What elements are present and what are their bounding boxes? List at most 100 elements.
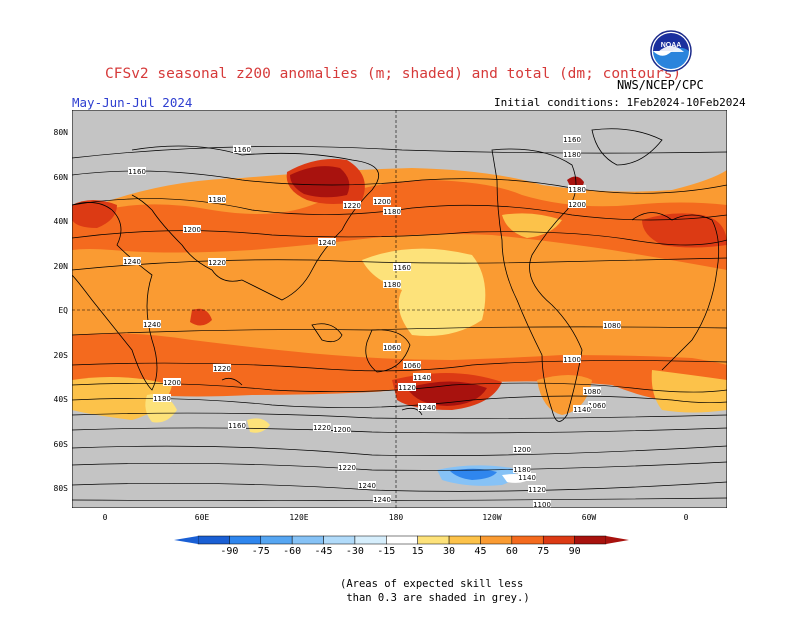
svg-text:1100: 1100 xyxy=(533,501,551,508)
contour-label: 1060 xyxy=(403,361,421,370)
skill-footnote: (Areas of expected skill less than 0.3 a… xyxy=(340,577,530,605)
lat-label: 60N xyxy=(53,173,68,182)
colorbar-swatch xyxy=(323,535,356,545)
svg-text:1240: 1240 xyxy=(123,258,141,266)
contour-label: 1160 xyxy=(233,145,251,154)
logo-text: NOAA xyxy=(661,42,682,49)
contour-label: 1080 xyxy=(603,321,621,330)
svg-text:1240: 1240 xyxy=(358,482,376,490)
colorbar-label: -30 xyxy=(345,546,364,557)
contour-label: 1180 xyxy=(383,280,401,289)
contour-label: 1220 xyxy=(313,423,331,432)
svg-text:1140: 1140 xyxy=(518,474,536,482)
coastlines xyxy=(72,128,720,422)
contour-label: 1240 xyxy=(373,495,391,504)
colorbar-swatch xyxy=(197,535,230,545)
contour-label: 1100 xyxy=(533,500,551,508)
lon-label: 0 xyxy=(102,513,108,522)
lat-label: 40N xyxy=(53,217,68,226)
contour-label: 1240 xyxy=(123,257,141,266)
svg-text:1240: 1240 xyxy=(318,239,336,247)
lat-label: 40S xyxy=(53,395,68,404)
svg-text:1220: 1220 xyxy=(343,202,361,210)
contour-label: 1220 xyxy=(343,201,361,210)
colorbar-label: -60 xyxy=(283,546,302,557)
svg-text:1160: 1160 xyxy=(228,422,246,430)
anomaly-colorbar xyxy=(174,535,629,545)
colorbar-label: -75 xyxy=(251,546,270,557)
contour-label: 1160 xyxy=(563,135,581,144)
svg-text:1200: 1200 xyxy=(373,198,391,206)
svg-text:1180: 1180 xyxy=(383,208,401,216)
svg-text:1100: 1100 xyxy=(563,356,581,364)
svg-text:1220: 1220 xyxy=(313,424,331,432)
contour-label: 1160 xyxy=(228,421,246,430)
contour-label: 1120 xyxy=(528,485,546,494)
lat-label: 60S xyxy=(53,440,68,449)
colorbar-label: -45 xyxy=(314,546,333,557)
lat-label: EQ xyxy=(58,306,68,315)
contour-label: 1080 xyxy=(583,387,601,396)
contour-label: 1140 xyxy=(518,473,536,482)
svg-text:1180: 1180 xyxy=(513,466,531,474)
height-contours xyxy=(72,146,727,502)
season-label: May-Jun-Jul 2024 xyxy=(72,95,193,110)
lon-label: 180 xyxy=(388,513,404,522)
lat-label: 80N xyxy=(53,128,68,137)
contour-label: 1240 xyxy=(318,238,336,247)
contour-label: 1180 xyxy=(208,195,226,204)
colorbar-label: 75 xyxy=(537,546,550,557)
contour-label: 1180 xyxy=(563,150,581,159)
svg-text:1160: 1160 xyxy=(563,136,581,144)
contour-label: 1180 xyxy=(568,185,586,194)
colorbar-swatch xyxy=(386,535,418,545)
svg-text:1180: 1180 xyxy=(563,151,581,159)
svg-text:1080: 1080 xyxy=(583,388,601,396)
svg-text:1160: 1160 xyxy=(233,146,251,154)
colorbar-label: 30 xyxy=(443,546,456,557)
footnote-line-1: (Areas of expected skill less xyxy=(340,578,524,590)
contour-label: 1200 xyxy=(333,425,351,434)
map-grid xyxy=(72,110,727,508)
colorbar-label: 15 xyxy=(411,546,424,557)
colorbar-swatch xyxy=(511,535,544,545)
contour-label: 1240 xyxy=(143,320,161,329)
colorbar-swatch xyxy=(260,535,293,545)
svg-text:1140: 1140 xyxy=(413,374,431,382)
svg-text:1160: 1160 xyxy=(393,264,411,272)
svg-text:1120: 1120 xyxy=(528,486,546,494)
contour-labels: 1160116011801200122012401240122012001180… xyxy=(123,135,621,508)
lon-label: 0 xyxy=(683,513,689,522)
lat-label: 20N xyxy=(53,262,68,271)
svg-text:1080: 1080 xyxy=(603,322,621,330)
svg-text:1180: 1180 xyxy=(153,395,171,403)
svg-text:1060: 1060 xyxy=(588,402,606,410)
contour-label: 1200 xyxy=(183,225,201,234)
contour-label: 1120 xyxy=(398,383,416,392)
colorbar-low-arrow xyxy=(174,536,198,544)
lat-label: 20S xyxy=(53,351,68,360)
agency-label: NWS/NCEP/CPC xyxy=(617,78,704,92)
colorbar-label: 90 xyxy=(568,546,581,557)
map-title: CFSv2 seasonal z200 anomalies (m; shaded… xyxy=(105,66,682,82)
footnote-line-2: than 0.3 are shaded in grey.) xyxy=(340,592,530,604)
contour-label: 1240 xyxy=(358,481,376,490)
initial-conditions-label: Initial conditions: 1Feb2024-10Feb2024 xyxy=(494,96,746,109)
svg-text:1220: 1220 xyxy=(338,464,356,472)
svg-text:1220: 1220 xyxy=(208,259,226,267)
colorbar-swatch xyxy=(417,535,450,545)
colorbar-swatch xyxy=(229,535,262,545)
contour-label: 1200 xyxy=(568,200,586,209)
svg-text:1180: 1180 xyxy=(208,196,226,204)
svg-text:1180: 1180 xyxy=(568,186,586,194)
contour-label: 1060 xyxy=(588,401,606,410)
svg-text:1200: 1200 xyxy=(183,226,201,234)
colorbar-label: 60 xyxy=(505,546,518,557)
colorbar-label: -15 xyxy=(377,546,396,557)
noaa-logo-icon: NOAA xyxy=(650,30,692,72)
svg-text:1060: 1060 xyxy=(383,344,401,352)
contour-label: 1240 xyxy=(418,403,436,412)
svg-text:1200: 1200 xyxy=(163,379,181,387)
svg-text:1220: 1220 xyxy=(213,365,231,373)
contour-label: 1220 xyxy=(213,364,231,373)
